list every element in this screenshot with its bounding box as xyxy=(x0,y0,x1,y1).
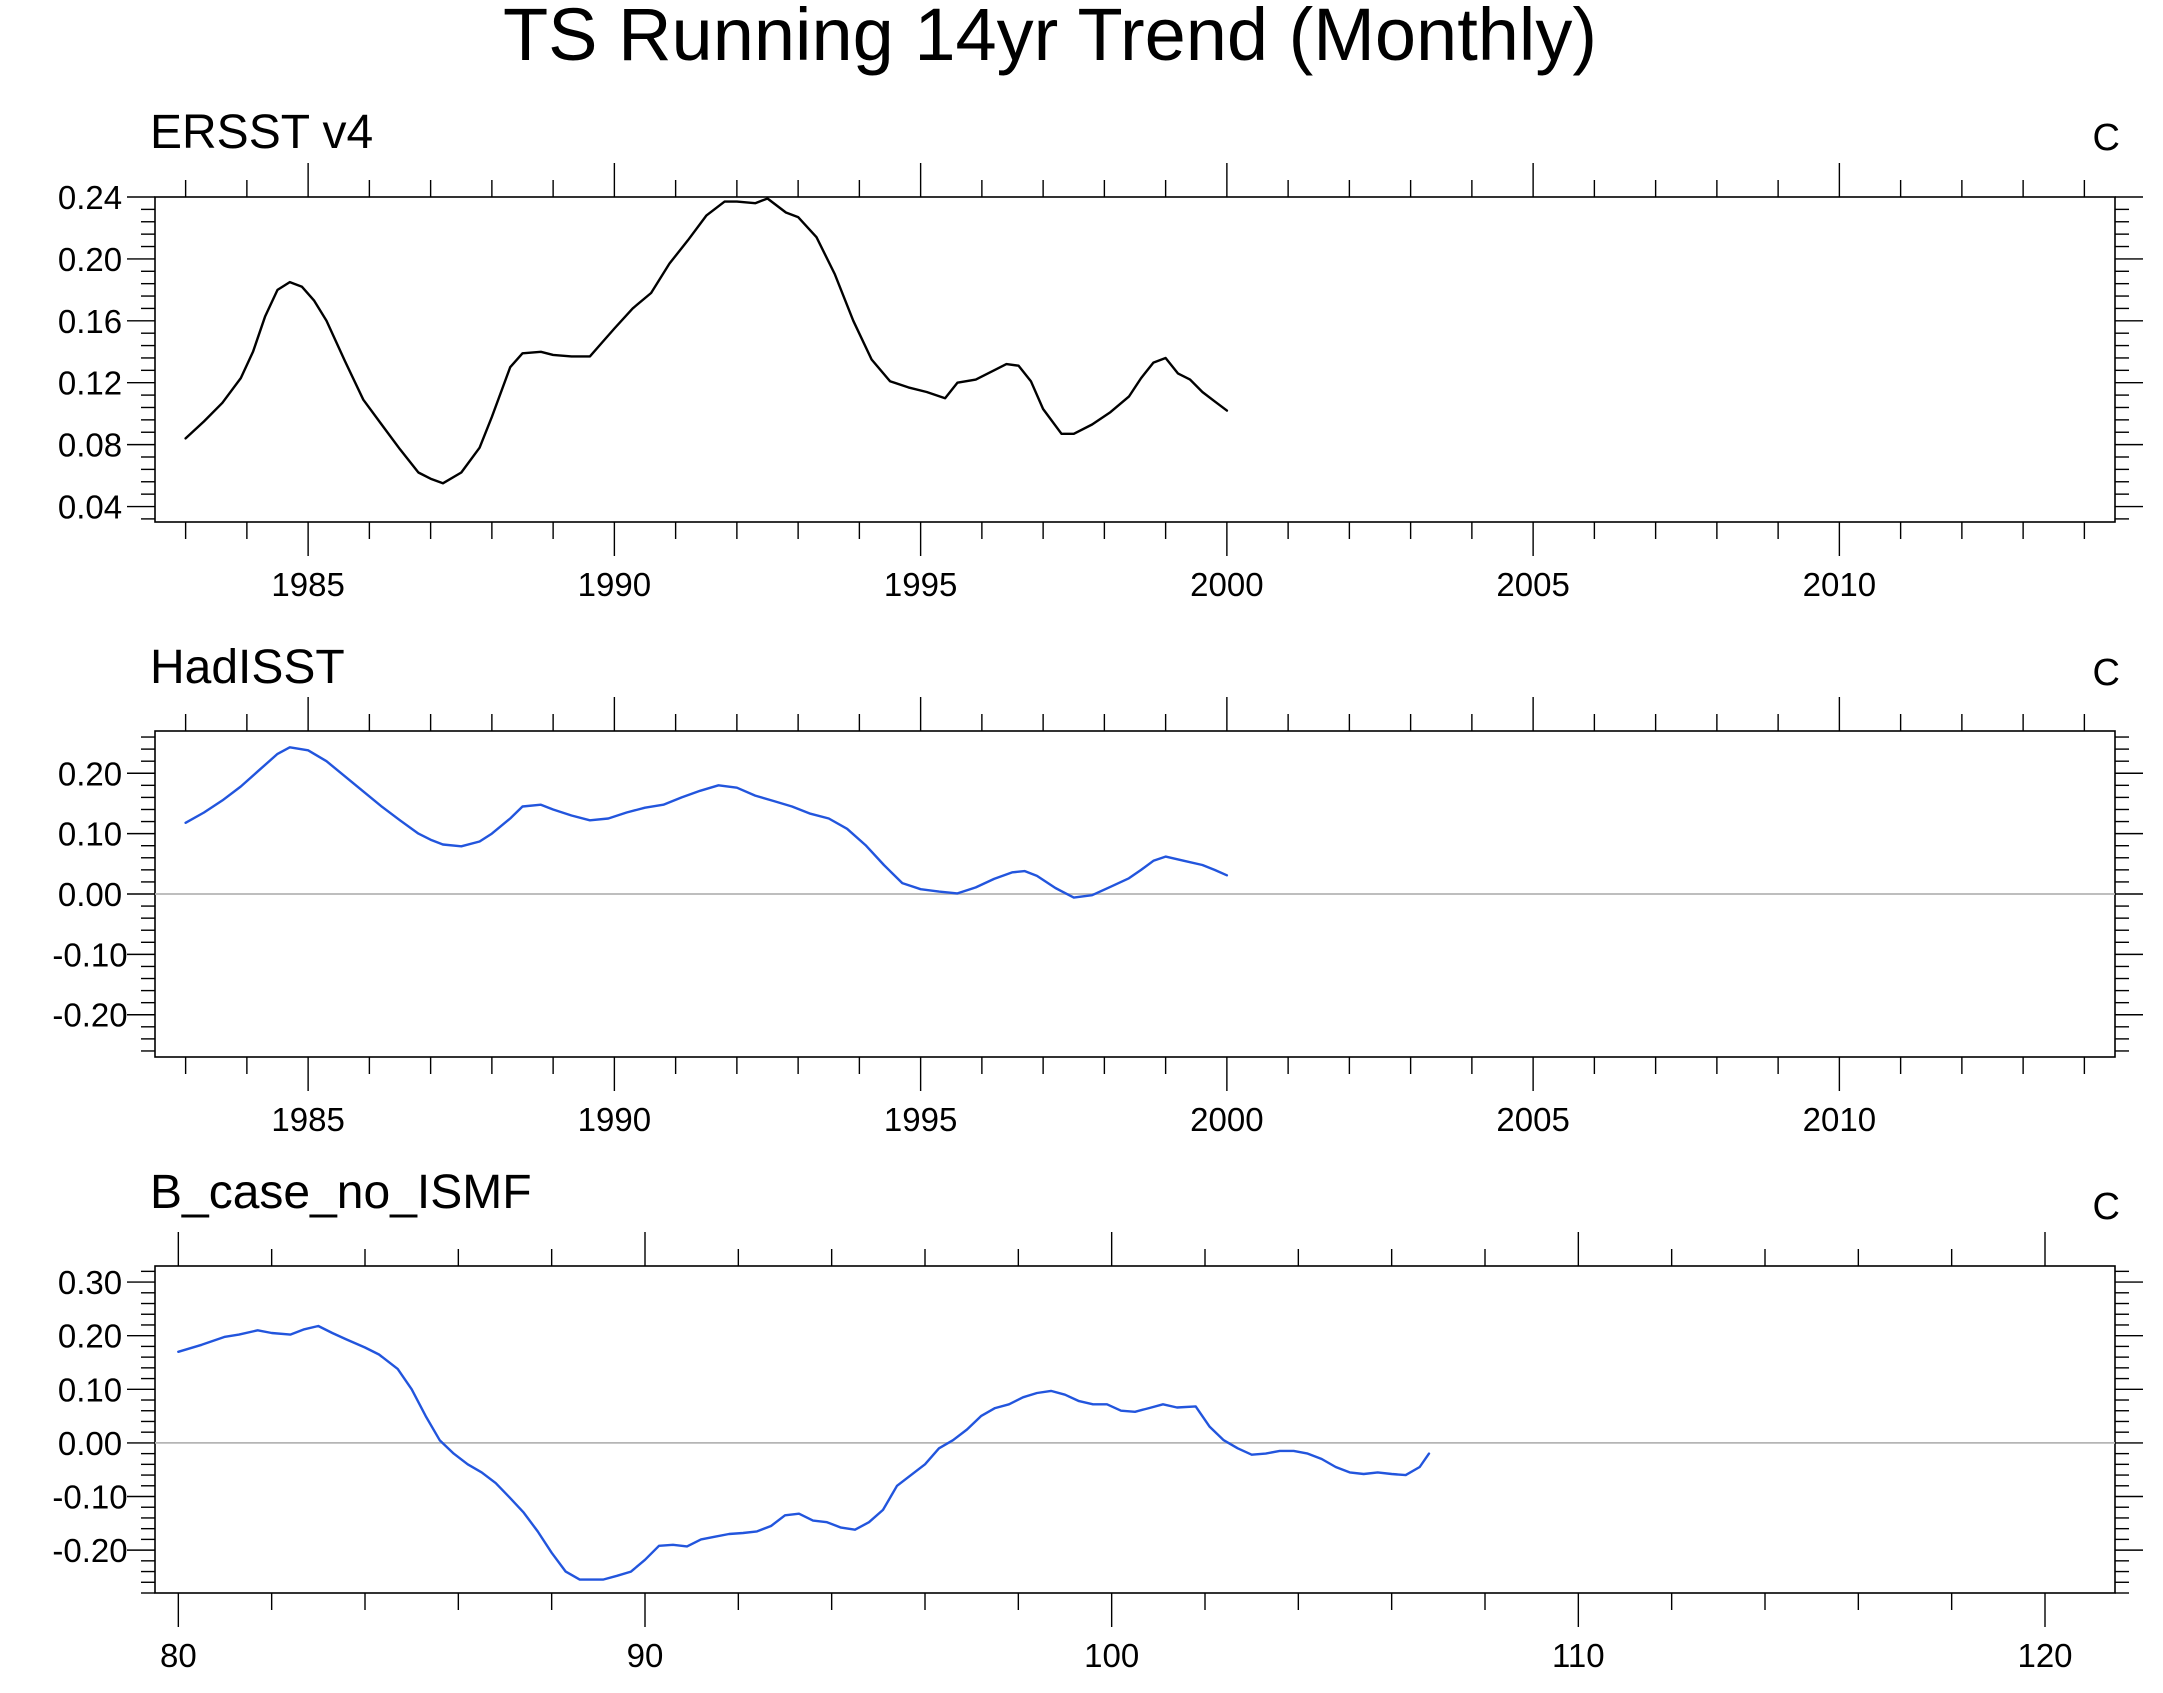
y-tick-label: -0.20 xyxy=(52,997,127,1034)
units-label-b-case: C xyxy=(2093,1186,2120,1228)
units-label-ersst: C xyxy=(2093,117,2120,159)
x-tick-label: 1995 xyxy=(884,1101,957,1138)
y-tick-label: 0.16 xyxy=(58,303,122,340)
x-tick-label: 1990 xyxy=(578,566,651,603)
x-tick-label: 80 xyxy=(160,1637,197,1674)
x-tick-label: 2010 xyxy=(1803,566,1876,603)
y-tick-label: -0.10 xyxy=(52,1479,127,1516)
y-tick-label: 0.10 xyxy=(58,1371,122,1408)
ticks-ersst xyxy=(127,163,2143,556)
x-tick-label: 1995 xyxy=(884,566,957,603)
plot-frame-ersst xyxy=(154,196,2116,523)
x-tick-label: 1985 xyxy=(271,566,344,603)
x-tick-label: 2010 xyxy=(1803,1101,1876,1138)
series-line-hadisst xyxy=(184,746,1229,899)
panel-title-hadisst: HadISST xyxy=(150,641,345,694)
y-tick-label: 0.20 xyxy=(58,1318,122,1355)
y-tick-label: 0.12 xyxy=(58,365,122,402)
ticks-hadisst xyxy=(127,697,2143,1091)
y-tick-labels-b-case: -0.20 -0.10 0.00 0.10 0.20 0.30 xyxy=(52,1264,127,1569)
x-tick-label: 2000 xyxy=(1190,566,1263,603)
x-tick-label: 2005 xyxy=(1496,566,1569,603)
y-tick-labels-ersst: 0.04 0.08 0.12 0.16 0.20 0.24 xyxy=(58,179,122,526)
y-tick-label: 0.00 xyxy=(58,876,122,913)
x-tick-label: 2005 xyxy=(1496,1101,1569,1138)
x-tick-labels-ersst: 1985 1990 1995 2000 2005 2010 xyxy=(271,566,1876,603)
x-tick-label: 2000 xyxy=(1190,1101,1263,1138)
x-tick-label: 1985 xyxy=(271,1101,344,1138)
panel-ersst: ERSST v4 C 0.04 0.08 0.12 0.16 0.20 0.24 1985… xyxy=(58,106,2143,603)
y-tick-label: 0.08 xyxy=(58,427,122,464)
y-tick-label: 0.04 xyxy=(58,489,122,526)
panel-title-ersst: ERSST v4 xyxy=(150,106,373,159)
y-tick-label: 0.00 xyxy=(58,1425,122,1462)
panel-b-case: B_case_no_ISMF C -0.20 -0.10 0.00 0.10 0.20 0… xyxy=(52,1166,2143,1674)
panel-hadisst: HadISST C -0.20 -0.10 0.00 0.10 0.20 1985 199… xyxy=(52,641,2143,1138)
y-tick-label: 0.24 xyxy=(58,179,122,216)
x-tick-labels-b-case: 80 90 100 110 120 xyxy=(160,1637,2073,1674)
x-tick-label: 90 xyxy=(627,1637,664,1674)
x-tick-label: 120 xyxy=(2017,1637,2072,1674)
y-tick-label: -0.10 xyxy=(52,936,127,973)
figure-title: TS Running 14yr Trend (Monthly) xyxy=(503,0,1597,76)
y-tick-label: -0.20 xyxy=(52,1532,127,1569)
y-tick-label: 0.20 xyxy=(58,755,122,792)
units-label-hadisst: C xyxy=(2093,652,2120,694)
x-tick-labels-hadisst: 1985 1990 1995 2000 2005 2010 xyxy=(271,1101,1876,1138)
x-tick-label: 110 xyxy=(1552,1637,1605,1674)
series-line-b-case xyxy=(177,1324,1431,1581)
series-line-ersst xyxy=(184,197,1229,485)
y-tick-labels-hadisst: -0.20 -0.10 0.00 0.10 0.20 xyxy=(52,755,127,1033)
x-tick-label: 1990 xyxy=(578,1101,651,1138)
panel-title-b-case: B_case_no_ISMF xyxy=(150,1166,532,1219)
y-tick-label: 0.10 xyxy=(58,816,122,853)
y-tick-label: 0.20 xyxy=(58,241,122,278)
y-tick-label: 0.30 xyxy=(58,1264,122,1301)
x-tick-label: 100 xyxy=(1084,1637,1139,1674)
plot-frame-b-case xyxy=(154,1265,2116,1594)
ticks-b-case xyxy=(127,1232,2143,1627)
